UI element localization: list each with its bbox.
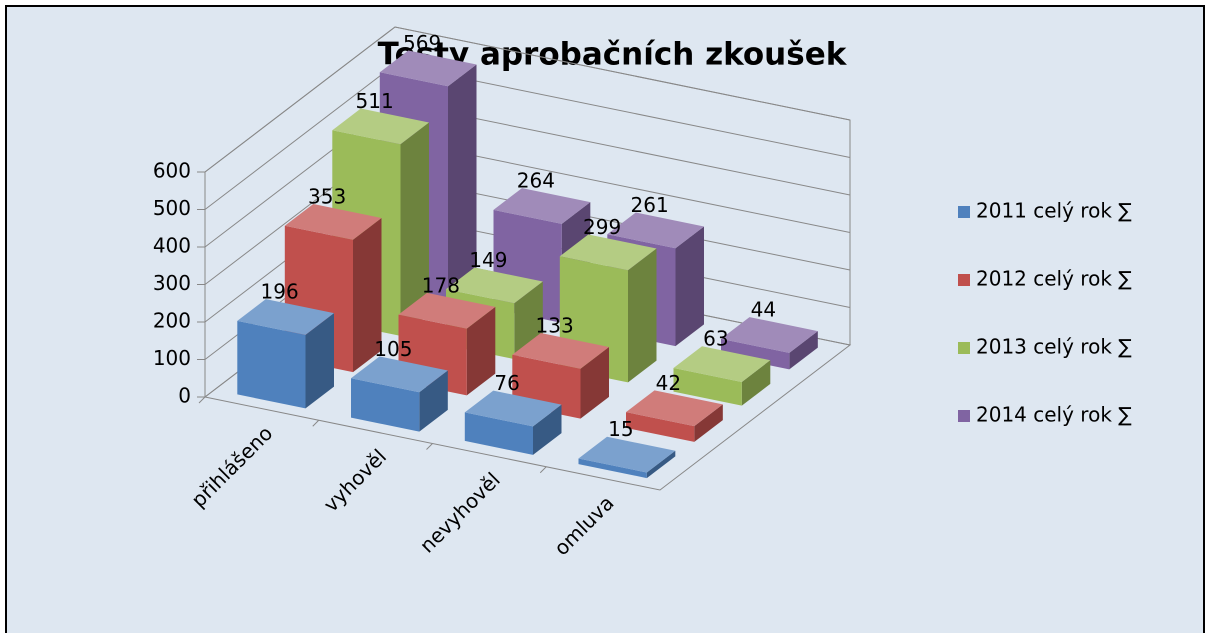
y-tick-label: 0 [178,384,191,408]
legend-label: 2014 celý rok ∑ [976,403,1132,427]
bar-front [351,378,420,432]
bar-side [580,347,609,419]
tick-mark [198,396,206,404]
bar-top [398,292,496,329]
bar [626,390,723,442]
bar [464,390,562,455]
bar-top [379,50,477,87]
legend-label: 2013 celý rok ∑ [976,335,1132,359]
tick-mark [539,466,547,474]
data-label: 44 [751,298,776,322]
bar-top [332,108,429,145]
bar-front [237,320,306,409]
y-tick-label: 500 [153,196,191,220]
bar-side [741,360,771,406]
bar-side [305,313,334,409]
bar-side [646,450,676,479]
bar-side [466,306,496,396]
bar-side [675,226,704,347]
data-label: 261 [631,193,669,217]
legend-label: 2012 celý rok ∑ [976,267,1132,291]
tick-mark [312,419,320,427]
bar-top [237,299,334,335]
bar [559,234,657,383]
bar-side [533,404,562,455]
bar-side [628,248,657,383]
bar-top [673,346,771,382]
legend-swatch [958,410,970,422]
y-tick-label: 600 [153,159,191,183]
bar-top [351,356,448,393]
data-label: 76 [494,371,519,395]
bar-front [464,412,533,455]
bar-side [419,370,448,432]
bar-side [448,64,477,300]
bar-side [789,331,818,370]
data-label: 196 [261,280,299,304]
tick-mark [426,443,433,450]
bar-top [559,234,657,271]
bar-front [578,458,647,479]
data-label: 178 [422,273,460,297]
data-label: 42 [656,371,681,395]
data-label: 149 [469,248,507,272]
y-tick-label: 400 [153,234,191,258]
bar-top [464,390,562,427]
data-label: 15 [608,417,633,441]
bar-top [607,212,704,249]
legend-swatch [958,206,970,218]
bar-top [512,333,609,369]
bar-top [284,204,382,240]
data-label: 353 [308,184,346,208]
bar-top [493,188,591,224]
bar [351,356,448,432]
bar-top [446,267,543,304]
data-label: 569 [403,31,441,55]
bar [578,436,676,479]
legend-swatch [958,274,970,286]
bar-front [673,368,742,406]
bar [237,299,334,409]
data-label: 511 [356,89,394,113]
bar-side [400,122,429,336]
bar-front [721,338,790,370]
legend-label: 2011 celý rok ∑ [976,199,1132,223]
bar [673,346,771,406]
data-label: 299 [583,215,621,239]
y-tick-label: 100 [153,346,191,370]
data-label: 133 [536,313,574,337]
bar-top [626,390,723,427]
bar-side [353,218,382,373]
legend-swatch [958,342,970,354]
y-tick-label: 300 [153,271,191,295]
bar [721,317,818,370]
data-label: 63 [703,327,728,351]
grid-line [204,26,851,173]
data-label: 264 [517,169,555,193]
bar-top [578,436,676,473]
bar-top [721,317,818,353]
bar-side [694,404,723,442]
y-tick-label: 200 [153,309,191,333]
bar-front [626,412,695,442]
data-label: 105 [374,337,412,361]
